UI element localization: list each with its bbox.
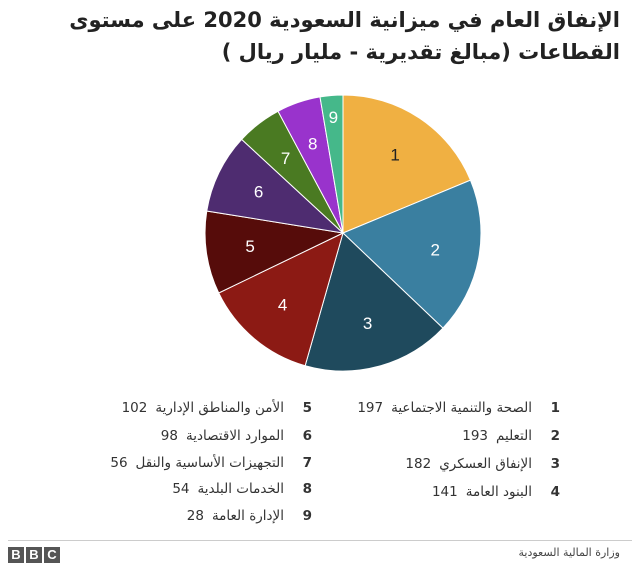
legend-right-column: 1 الصحة والتنمية الاجتماعية 197 2 التعليم 19… — [260, 398, 560, 508]
pie-slice-6 — [206, 138, 345, 234]
legend-value: 56 — [110, 455, 128, 471]
pie-slice-label-2: 2 — [431, 241, 440, 260]
legend-item-8: 8 الخدمات البلدية 54 — [172, 479, 312, 499]
legend-label: الإنفاق العسكري — [439, 456, 532, 472]
legend-number: 5 — [302, 400, 312, 416]
legend-label: البنود العامة — [465, 484, 532, 500]
bbc-logo-letter: B — [26, 547, 42, 563]
legend-number: 3 — [550, 456, 560, 472]
legend-label: التجهيزات الأساسية والنقل — [135, 455, 284, 471]
pie-slice-1 — [342, 94, 472, 234]
bbc-logo-letter: B — [8, 547, 24, 563]
legend-item-2: 2 التعليم 193 — [462, 426, 560, 446]
pie-slice-label-6: 6 — [254, 182, 263, 201]
legend-item-4: 4 البنود العامة 141 — [432, 482, 560, 502]
legend-left-column: 5 الأمن والمناطق الإدارية 102 6 الموارد الا… — [12, 398, 312, 528]
pie-slice-label-8: 8 — [308, 135, 317, 154]
legend-number: 9 — [302, 508, 312, 524]
pie-slice-label-4: 4 — [278, 295, 287, 314]
pie-slice-label-1: 1 — [390, 145, 399, 164]
legend-value: 197 — [357, 400, 384, 416]
legend-number: 2 — [550, 428, 560, 444]
source-credit: وزارة المالية السعودية — [518, 546, 620, 559]
legend-label: الإدارة العامة — [211, 508, 284, 524]
chart-title-line-1: الإنفاق العام في ميزانية السعودية 2020 ع… — [69, 8, 620, 32]
legend-number: 4 — [550, 484, 560, 500]
legend-number: 1 — [550, 400, 560, 416]
legend-value: 54 — [172, 481, 190, 497]
legend-number: 6 — [302, 428, 312, 444]
legend-item-7: 7 التجهيزات الأساسية والنقل 56 — [110, 453, 312, 473]
legend-number: 7 — [302, 455, 312, 471]
legend-item-5: 5 الأمن والمناطق الإدارية 102 — [122, 398, 312, 418]
chart-title: الإنفاق العام في ميزانية السعودية 2020 ع… — [20, 4, 620, 68]
pie-slice-9 — [319, 94, 344, 234]
chart-title-line-2: القطاعات (مبالغ تقديرية - مليار ريال ) — [221, 40, 620, 64]
legend-label: الموارد الاقتصادية — [185, 428, 284, 444]
legend-value: 141 — [431, 484, 458, 500]
footer-divider — [8, 540, 632, 541]
pie-slice-label-9: 9 — [329, 108, 338, 127]
bbc-logo: B B C — [8, 547, 60, 563]
pie-slice-label-5: 5 — [245, 237, 254, 256]
pie-slice-2 — [342, 179, 482, 329]
legend-item-3: 3 الإنفاق العسكري 182 — [405, 454, 560, 474]
pie-slice-5 — [204, 210, 345, 294]
pie-slice-3 — [304, 232, 444, 372]
pie-slice-4 — [218, 232, 344, 367]
legend-item-1: 1 الصحة والتنمية الاجتماعية 197 — [357, 398, 560, 418]
legend-value: 193 — [462, 428, 489, 444]
bbc-logo-letter: C — [44, 547, 60, 563]
legend-value: 102 — [121, 400, 148, 416]
legend-value: 98 — [160, 428, 178, 444]
legend-number: 8 — [302, 481, 312, 497]
legend-item-9: 9 الإدارة العامة 28 — [187, 506, 312, 526]
legend-label: الأمن والمناطق الإدارية — [155, 400, 284, 416]
pie-slice-label-7: 7 — [281, 149, 290, 168]
legend-value: 28 — [186, 508, 204, 524]
legend-label: الصحة والتنمية الاجتماعية — [391, 400, 532, 416]
legend-label: التعليم — [496, 428, 532, 444]
pie-slice-label-3: 3 — [363, 314, 372, 333]
legend-label: الخدمات البلدية — [197, 481, 285, 497]
legend-value: 182 — [405, 456, 432, 472]
legend-item-6: 6 الموارد الاقتصادية 98 — [161, 426, 312, 446]
